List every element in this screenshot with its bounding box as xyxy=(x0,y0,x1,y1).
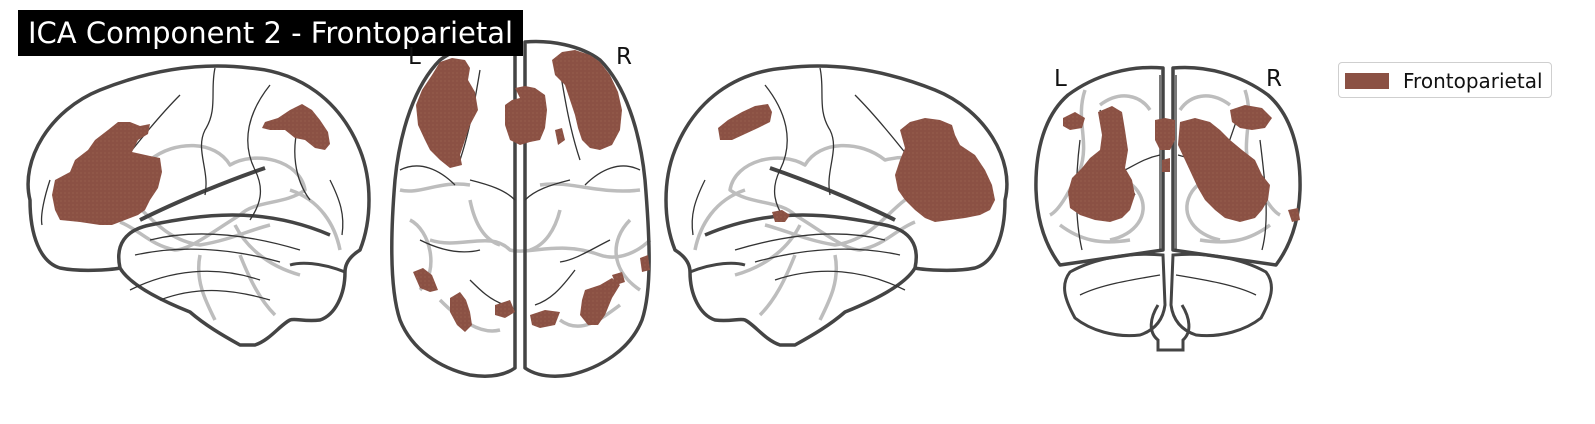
axial-right-label: R xyxy=(616,44,632,70)
coronal-right-cerebellum xyxy=(1169,252,1273,338)
coronal-left-hemisphere xyxy=(1034,65,1165,267)
figure-title: ICA Component 2 - Frontoparietal xyxy=(18,10,524,56)
sagittal-left-outline xyxy=(26,64,371,347)
legend-swatch-frontoparietal xyxy=(1345,73,1389,89)
coronal-right-hemisphere xyxy=(1171,65,1302,267)
coronal-left-label: L xyxy=(1054,66,1067,92)
legend: Frontoparietal xyxy=(1338,62,1552,98)
legend-label-frontoparietal: Frontoparietal xyxy=(1403,69,1543,93)
coronal-activation xyxy=(1063,105,1300,222)
sagittal-left-activation xyxy=(52,104,330,225)
axial-gray-structures xyxy=(399,182,652,333)
sagittal-right-outline xyxy=(664,64,1009,347)
sagittal-right-activation xyxy=(718,104,995,222)
coronal-view xyxy=(1034,65,1302,352)
axial-left-label: L xyxy=(408,44,421,70)
sagittal-left-view xyxy=(26,64,371,347)
axial-activation xyxy=(413,50,650,332)
axial-left-hemisphere xyxy=(389,39,517,378)
sagittal-right-sulci xyxy=(691,67,981,291)
coronal-brainstem xyxy=(1149,304,1191,352)
sagittal-right-view xyxy=(664,64,1009,347)
coronal-right-label: R xyxy=(1266,66,1282,92)
axial-right-hemisphere xyxy=(523,39,651,378)
axial-view xyxy=(389,39,652,378)
